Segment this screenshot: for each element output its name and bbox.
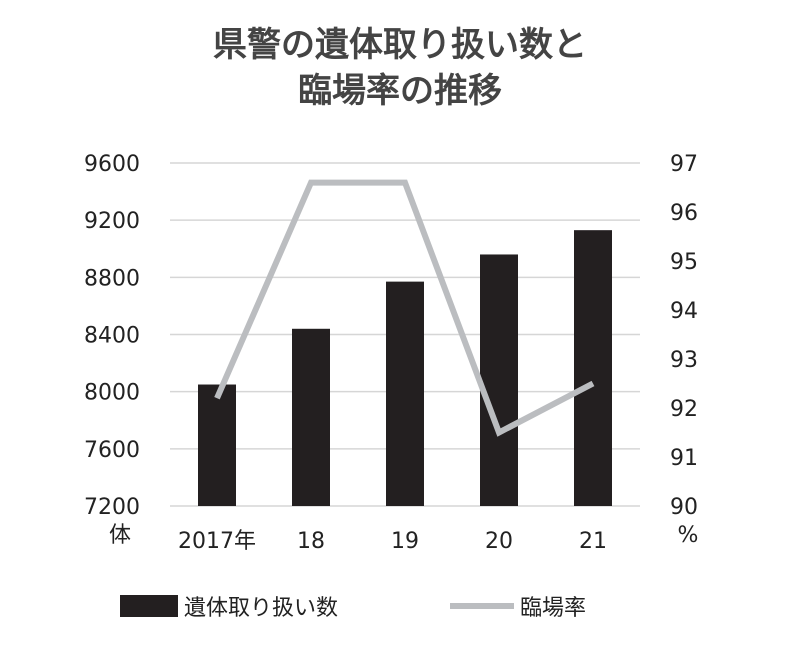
category-label: 18: [297, 529, 325, 554]
legend-line-label: 臨場率: [520, 596, 587, 621]
legend-bar-swatch: [120, 595, 178, 617]
legend-item-bars: 遺体取り扱い数: [120, 588, 338, 624]
right-axis-tick: 97: [670, 152, 698, 177]
right-axis-tick: 90: [670, 495, 698, 520]
category-label: 21: [579, 529, 607, 554]
left-axis-unit: 体: [109, 523, 131, 548]
left-axis-tick: 8800: [84, 266, 140, 291]
right-axis-tick: 96: [670, 201, 698, 226]
left-axis-tick: 9600: [84, 152, 140, 177]
category-label: 19: [391, 529, 419, 554]
left-axis-tick: 9200: [84, 209, 140, 234]
left-axis-tick: 8400: [84, 324, 140, 349]
bar: [574, 230, 612, 506]
category-label: 2017年: [178, 529, 256, 554]
right-axis-tick: 95: [670, 250, 698, 275]
left-axis-tick: 8000: [84, 381, 140, 406]
bar: [292, 328, 330, 506]
legend-bar-label: 遺体取り扱い数: [184, 596, 339, 621]
right-axis-tick: 92: [670, 397, 698, 422]
left-axis-tick: 7600: [84, 438, 140, 463]
legend-item-line: 臨場率: [450, 588, 586, 624]
chart-title: 県警の遺体取り扱い数と 臨場率の推移: [0, 22, 800, 114]
chart-title-line1: 県警の遺体取り扱い数と: [213, 25, 587, 65]
right-axis-tick: 91: [670, 446, 698, 471]
bar: [386, 281, 424, 506]
right-axis-unit: %: [678, 523, 699, 548]
bar: [480, 254, 518, 506]
chart-title-line2: 臨場率の推移: [298, 71, 502, 111]
legend-line-swatch: [450, 603, 514, 609]
category-label: 20: [485, 529, 513, 554]
bar: [198, 384, 236, 506]
right-axis-tick: 94: [670, 299, 698, 324]
left-axis-tick: 7200: [84, 495, 140, 520]
right-axis-tick: 93: [670, 348, 698, 373]
